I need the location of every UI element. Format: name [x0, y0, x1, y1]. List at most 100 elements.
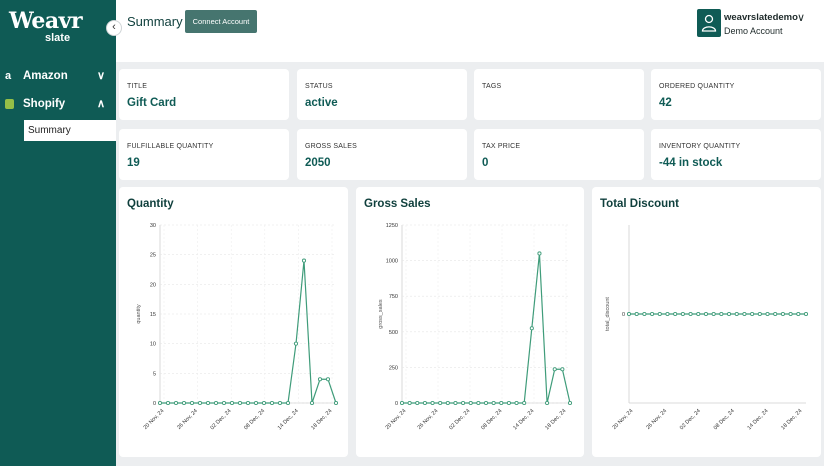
x-tick-label: 20 Nov, 24: [385, 408, 408, 431]
data-point: [567, 400, 573, 406]
chart-title: Total Discount: [600, 198, 680, 210]
y-tick-label: 750: [389, 294, 398, 300]
data-point: [634, 311, 639, 317]
x-tick-label: 02 Dec, 24: [210, 408, 233, 431]
stat-card-tags: TAGS: [474, 69, 644, 120]
user-icon: [701, 14, 717, 32]
y-axis-label: quantity: [136, 304, 142, 324]
data-point: [650, 311, 655, 317]
chart-title: Gross Sales: [364, 198, 431, 210]
brand-name: Weavr: [9, 8, 83, 34]
y-tick-label: 15: [150, 312, 156, 318]
chevron-down-icon: ∨: [97, 70, 106, 82]
stat-value: -44 in stock: [659, 157, 723, 169]
data-point: [325, 377, 331, 382]
y-tick-label: 1000: [386, 259, 398, 265]
data-point: [301, 258, 307, 263]
x-tick-label: 08 Dec, 24: [243, 408, 266, 431]
x-tick-label: 08 Dec, 24: [713, 408, 736, 431]
x-tick-label: 26 Nov, 24: [417, 408, 440, 431]
y-tick-label: 30: [150, 223, 156, 229]
data-point: [522, 400, 527, 406]
data-point: [229, 400, 235, 406]
data-point: [545, 400, 550, 406]
data-point: [157, 400, 163, 406]
chart-card-gross-sales: Gross Sales 0 250 500 750 1000 1250 gross_sale…: [356, 187, 584, 457]
gross-sales-chart: 0 250 500 750 1000 1250 gross_sales 20 Nov, 24 2…: [378, 223, 573, 431]
y-tick-label: 0: [622, 312, 625, 318]
stat-card-tax-price: TAX PRICE 0: [474, 129, 644, 180]
data-point: [552, 367, 557, 372]
stat-label: ORDERED QUANTITY: [659, 83, 735, 90]
stat-card-ordered-quantity: ORDERED QUANTITY 42: [651, 69, 821, 120]
data-point: [407, 400, 412, 406]
quantity-chart: 0 5 10 15 20 25 30 quantity 20 Nov, 24 26 Nov, 24…: [136, 223, 339, 431]
data-point: [422, 400, 427, 406]
x-tick-label: 14 Dec, 24: [512, 408, 535, 431]
page-title: Summary: [127, 14, 183, 29]
data-point: [173, 400, 179, 406]
x-tick-label: 02 Dec, 24: [448, 408, 471, 431]
data-point: [673, 311, 678, 317]
data-point: [726, 311, 732, 317]
data-point: [734, 311, 739, 317]
data-point: [788, 311, 793, 317]
stat-label: INVENTORY QUANTITY: [659, 143, 741, 150]
y-tick-label: 10: [150, 342, 156, 348]
data-point: [680, 311, 685, 317]
data-point: [711, 311, 716, 317]
data-point: [399, 400, 405, 406]
amazon-icon: a: [5, 70, 12, 82]
data-point: [665, 311, 670, 317]
sidebar-subitem-summary[interactable]: Summary: [24, 120, 116, 141]
page-edge: [824, 62, 828, 466]
data-point: [750, 311, 755, 317]
data-point: [642, 311, 647, 317]
data-point: [261, 400, 267, 406]
data-point: [438, 400, 443, 406]
stat-card-gross-sales: GROSS SALES 2050: [297, 129, 467, 180]
user-role: Demo Account: [724, 26, 783, 36]
data-point: [430, 400, 435, 406]
chart-card-total-discount: Total Discount 0 total_discount 20 Nov, 24…: [592, 187, 821, 457]
y-tick-label: 0: [153, 401, 156, 407]
sidebar-item-shopify[interactable]: Shopify ∧: [0, 95, 116, 115]
stat-label: STATUS: [305, 83, 333, 90]
x-tick-label: 18 Dec, 24: [780, 408, 803, 431]
shopify-icon: [5, 99, 14, 109]
data-point: [537, 251, 542, 256]
x-tick-label: 18 Dec, 24: [544, 408, 567, 431]
brand-logo[interactable]: Weavr slate: [9, 8, 83, 44]
data-point: [560, 367, 565, 372]
data-point: [757, 311, 762, 317]
user-menu[interactable]: weavrslatedemo ∨ Demo Account: [697, 9, 817, 39]
data-point: [197, 400, 203, 406]
data-point: [205, 400, 211, 406]
data-point: [773, 311, 778, 317]
sidebar-item-amazon[interactable]: a Amazon ∨: [0, 67, 116, 87]
y-tick-label: 0: [395, 401, 398, 407]
data-point: [189, 400, 195, 406]
data-point: [657, 311, 662, 317]
y-tick-label: 25: [150, 253, 156, 259]
stat-value: 19: [127, 157, 140, 169]
connect-account-button[interactable]: Connect Account: [185, 10, 257, 33]
stat-label: GROSS SALES: [305, 143, 357, 150]
x-tick-label: 26 Nov, 24: [645, 408, 668, 431]
sidebar-item-label: Shopify: [23, 98, 66, 110]
stat-card-title: TITLE Gift Card: [119, 69, 289, 120]
collapse-sidebar-button[interactable]: ‹: [106, 20, 122, 36]
data-point: [453, 400, 458, 406]
y-tick-label: 500: [389, 330, 398, 336]
y-tick-label: 5: [153, 371, 156, 377]
data-point: [506, 400, 511, 406]
y-axis-label: total_discount: [605, 297, 611, 331]
data-point: [796, 311, 801, 317]
y-axis-label: gross_sales: [378, 299, 384, 329]
data-point: [165, 400, 171, 406]
data-point: [696, 311, 701, 317]
data-point: [803, 311, 809, 317]
x-tick-label: 14 Dec, 24: [747, 408, 770, 431]
data-point: [269, 400, 275, 406]
data-point: [213, 400, 219, 406]
